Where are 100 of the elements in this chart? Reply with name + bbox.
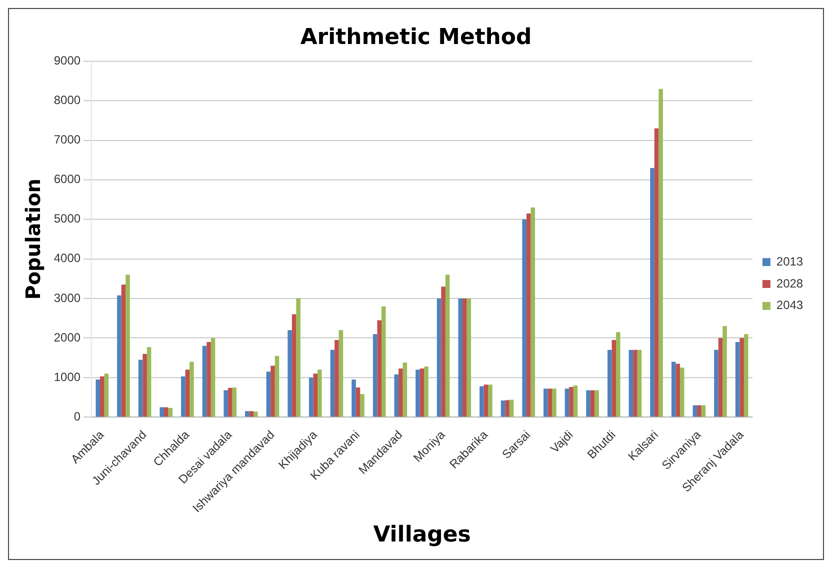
bar — [590, 390, 595, 417]
bar — [402, 362, 408, 417]
bar — [633, 350, 638, 417]
bar — [372, 334, 378, 417]
bar — [505, 400, 510, 417]
bar — [616, 332, 620, 417]
y-tick-label: 9000 — [54, 54, 81, 68]
bar — [701, 405, 706, 417]
bar — [121, 284, 126, 417]
bar — [270, 366, 275, 417]
bar — [676, 364, 680, 417]
bar — [181, 376, 186, 417]
bar — [714, 350, 718, 417]
bar — [185, 370, 190, 417]
bar — [586, 390, 590, 417]
bar — [338, 330, 344, 417]
bar — [288, 330, 292, 417]
y-axis-title: Population — [22, 178, 46, 300]
bar — [318, 370, 322, 417]
bar — [117, 295, 122, 417]
bar — [526, 213, 531, 417]
bar — [722, 326, 727, 417]
bar — [146, 347, 152, 417]
legend-label: 2028 — [776, 276, 804, 290]
bar — [424, 366, 428, 417]
bar — [692, 405, 698, 417]
bar — [330, 350, 335, 417]
y-tick-label: 2000 — [54, 330, 81, 344]
bar — [436, 298, 442, 417]
bar — [210, 338, 216, 417]
y-tick-label: 4000 — [54, 251, 81, 266]
x-axis-title: Villages — [373, 522, 471, 548]
bar — [292, 314, 296, 417]
bar — [744, 334, 748, 417]
bar — [573, 385, 578, 417]
bar — [416, 370, 420, 417]
bar — [96, 380, 100, 417]
bar — [352, 380, 356, 417]
bar — [245, 411, 250, 417]
legend-label: 2043 — [776, 298, 804, 312]
bar — [296, 298, 300, 417]
bar — [564, 388, 570, 417]
bar — [308, 378, 314, 417]
bar — [607, 350, 612, 417]
bar — [500, 400, 506, 417]
bar — [313, 374, 318, 417]
bar — [441, 286, 446, 417]
y-tick-label: 3000 — [54, 290, 81, 305]
bar — [224, 390, 228, 417]
bar — [228, 388, 232, 417]
bar — [650, 168, 654, 417]
bar — [249, 411, 254, 417]
bar — [190, 362, 194, 417]
bar — [569, 387, 574, 417]
bar — [552, 388, 556, 417]
bar — [360, 394, 364, 417]
bar — [462, 298, 467, 417]
bar — [594, 390, 599, 417]
y-tick-label: 8000 — [54, 93, 81, 108]
bar — [628, 350, 634, 417]
bar — [740, 338, 744, 417]
bar — [168, 408, 173, 417]
bar — [142, 354, 147, 417]
bar — [548, 388, 552, 417]
bar — [671, 362, 676, 417]
bar — [509, 400, 514, 417]
y-tick-label: 6000 — [54, 172, 81, 186]
bar — [254, 412, 258, 417]
bar — [100, 376, 104, 417]
bar — [458, 298, 462, 417]
bar — [637, 350, 642, 417]
y-tick-label: 1000 — [54, 370, 81, 384]
bar — [697, 405, 702, 417]
bar — [232, 387, 236, 417]
bar — [266, 372, 271, 417]
bar — [356, 387, 360, 417]
bar — [334, 340, 339, 417]
bar — [718, 338, 723, 417]
bar — [160, 407, 164, 417]
bar — [420, 368, 424, 417]
bar — [126, 274, 130, 417]
y-tick-label: 7000 — [54, 132, 81, 147]
bar — [612, 340, 616, 417]
bar — [488, 384, 492, 417]
y-tick-label: 5000 — [54, 212, 81, 226]
bar — [377, 320, 382, 417]
bar — [480, 386, 484, 417]
chart-title: Arithmetic Method — [300, 24, 532, 50]
legend-label: 2013 — [776, 254, 804, 268]
bar — [104, 374, 109, 417]
bar — [138, 360, 143, 417]
bar — [466, 298, 472, 417]
bar — [484, 384, 488, 417]
y-tick-label: 0 — [74, 409, 81, 424]
bar — [445, 274, 450, 417]
bar — [274, 356, 280, 417]
bar — [522, 219, 526, 417]
bar — [735, 342, 740, 417]
bar — [654, 128, 659, 417]
bar — [530, 208, 535, 417]
